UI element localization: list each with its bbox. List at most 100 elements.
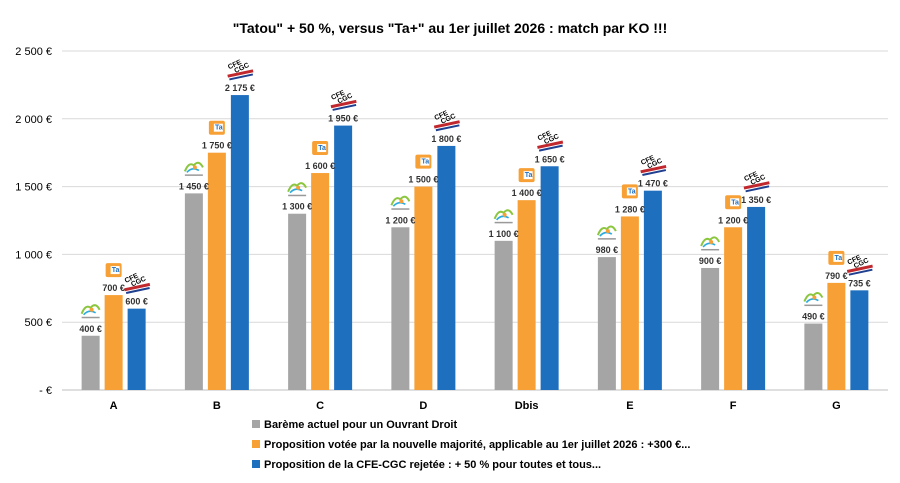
data-label: 700 €: [102, 283, 125, 293]
chart-title: "Tatou" + 50 %, versus "Ta+" au 1er juil…: [233, 20, 668, 36]
bar: [597, 257, 616, 390]
data-label: 1 650 €: [535, 154, 565, 164]
bar: [850, 290, 869, 390]
x-tick-label: G: [832, 400, 841, 412]
legend-label: Barème actuel pour un Ouvrant Droit: [264, 419, 457, 431]
y-tick-label: 2 500 €: [15, 46, 52, 58]
svg-text:Ta: Ta: [318, 145, 326, 152]
bar: [804, 323, 823, 390]
bar: [517, 200, 536, 390]
bar: [334, 125, 353, 390]
svg-text:Ta: Ta: [112, 267, 120, 274]
data-label: 980 €: [596, 245, 619, 255]
bar: [494, 240, 513, 390]
data-label: 1 950 €: [328, 114, 358, 124]
bar: [747, 206, 766, 390]
ta-plus-logo-icon: Ta: [621, 184, 638, 199]
legend-label: Proposition votée par la nouvelle majori…: [264, 439, 690, 451]
tatou-logo-icon: [80, 304, 101, 319]
svg-text:Ta: Ta: [628, 188, 636, 195]
ta-plus-logo-icon: Ta: [828, 250, 845, 265]
tatou-logo-icon: [183, 161, 204, 176]
legend: Barème actuel pour un Ouvrant Droit Propo…: [252, 419, 690, 471]
ta-plus-logo-icon: Ta: [208, 120, 225, 135]
ta-plus-logo-icon: Ta: [415, 154, 432, 169]
x-tick-label: C: [316, 400, 324, 412]
bar: [207, 152, 226, 390]
legend-label: Proposition de la CFE-CGC rejetée : + 50…: [264, 459, 601, 471]
tatou-logo-icon: [803, 292, 824, 307]
data-label: 1 600 €: [305, 161, 335, 171]
bar: [701, 267, 720, 390]
data-label: 1 470 €: [638, 179, 668, 189]
bar: [81, 335, 100, 390]
legend-swatch: [252, 420, 260, 428]
ta-plus-logo-icon: Ta: [312, 141, 329, 156]
data-label: 1 500 €: [408, 175, 438, 185]
x-tick-label: Dbis: [515, 400, 539, 412]
tatou-logo-icon: [596, 225, 617, 240]
data-label: 490 €: [802, 312, 825, 322]
data-label: 1 200 €: [718, 215, 748, 225]
ta-plus-logo-icon: Ta: [725, 195, 742, 210]
data-labels: 400 € 700 €600 € 1 450 € 1 750 € 2 175 € 1 30…: [79, 83, 870, 334]
data-label: 1 280 €: [615, 204, 645, 214]
ta-plus-logo-icon: Ta: [105, 263, 122, 278]
data-label: 1 400 €: [512, 188, 542, 198]
x-tick-label: F: [730, 400, 737, 412]
data-label: 1 200 €: [385, 215, 415, 225]
legend-swatch: [252, 460, 260, 468]
bar: [827, 282, 846, 390]
x-tick-label: A: [110, 400, 118, 412]
bar: [391, 227, 410, 390]
y-tick-label: 1 500 €: [15, 182, 52, 194]
svg-text:Ta: Ta: [215, 125, 223, 132]
data-label: 1 450 €: [179, 181, 209, 191]
x-tick-label: B: [213, 400, 221, 412]
data-label: 900 €: [699, 256, 722, 266]
bar: [724, 227, 743, 390]
data-label: 735 €: [848, 278, 871, 288]
ta-plus-logo-icon: Ta: [518, 168, 535, 183]
y-tick-label: - €: [39, 385, 52, 397]
data-label: 400 €: [79, 324, 102, 334]
x-axis-categories: A B C D Dbis E F G: [110, 400, 841, 412]
y-tick-label: 1 000 €: [15, 249, 52, 261]
bar: [127, 308, 146, 390]
data-label: 600 €: [125, 297, 148, 307]
bar: [540, 166, 559, 390]
data-label: 1 800 €: [431, 134, 461, 144]
bar: [643, 190, 662, 390]
y-tick-label: 2 000 €: [15, 114, 52, 126]
y-tick-label: 500 €: [24, 317, 52, 329]
data-label: 1 750 €: [202, 141, 232, 151]
bar: [414, 186, 433, 390]
tatou-logo-icon: [493, 209, 514, 224]
x-tick-label: D: [419, 400, 427, 412]
svg-text:Ta: Ta: [835, 255, 843, 262]
tatou-logo-icon: [287, 182, 308, 197]
tatou-logo-icon: [390, 195, 411, 210]
svg-text:Ta: Ta: [731, 199, 739, 206]
x-tick-label: E: [626, 400, 633, 412]
data-label: 1 100 €: [489, 229, 519, 239]
bars: [81, 95, 869, 390]
bar: [230, 95, 249, 390]
tatou-logo-icon: [700, 236, 721, 251]
bar: [311, 173, 330, 390]
bar: [184, 193, 203, 390]
bar: [437, 145, 456, 390]
bar: [620, 216, 639, 390]
bar: [288, 213, 307, 390]
svg-text:Ta: Ta: [525, 172, 533, 179]
data-label: 2 175 €: [225, 83, 255, 93]
y-axis-ticks: - € 500 € 1 000 € 1 500 € 2 000 € 2 500 €: [15, 46, 52, 397]
svg-text:Ta: Ta: [422, 159, 430, 166]
data-label: 1 350 €: [741, 195, 771, 205]
